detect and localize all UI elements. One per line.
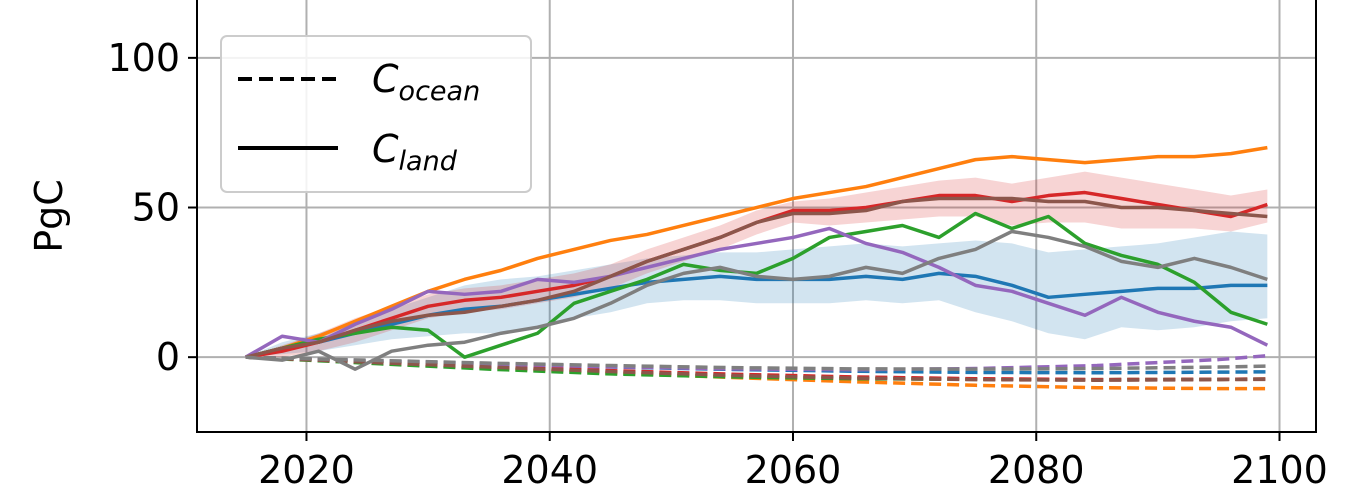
x-tick-label: 2100 — [1231, 448, 1328, 492]
series-line-4 — [244, 226, 1269, 359]
y-axis-label: PgC — [27, 179, 71, 253]
x-axis: 2020 2040 2060 2080 2100 — [258, 432, 1328, 492]
legend-label-ocean: Cocean — [372, 57, 480, 107]
y-axis: 0 50 100 — [107, 36, 197, 379]
legend-label-ocean-sub: ocean — [399, 76, 481, 107]
x-tick-label: 2040 — [501, 448, 598, 492]
series-line-6 — [245, 229, 1268, 371]
series-line-12 — [245, 355, 1268, 382]
series-line-5 — [245, 196, 1268, 359]
y-tick-label: 50 — [132, 186, 180, 230]
y-tick-label: 100 — [107, 36, 180, 80]
series-line-2 — [245, 211, 1268, 359]
uncertainty-band-0 — [245, 231, 1268, 358]
series-line-13 — [245, 355, 1268, 371]
uncertainty-bands — [245, 171, 1268, 358]
x-tick-label: 2020 — [258, 448, 355, 492]
x-tick-label: 2060 — [745, 448, 842, 492]
legend-box — [220, 35, 532, 193]
legend-label-ocean-base: C — [372, 57, 399, 101]
series-lines — [244, 145, 1269, 391]
legend-label-land-base: C — [372, 127, 399, 171]
y-tick-label: 0 — [156, 335, 180, 379]
x-tick-label: 2080 — [988, 448, 1085, 492]
plot-frame — [196, 0, 1317, 433]
legend-label-land: Cland — [372, 127, 458, 177]
legend: Cocean Cland — [220, 35, 532, 193]
legend-label-land-sub: land — [399, 146, 458, 177]
uncertainty-band-3 — [245, 171, 1268, 358]
